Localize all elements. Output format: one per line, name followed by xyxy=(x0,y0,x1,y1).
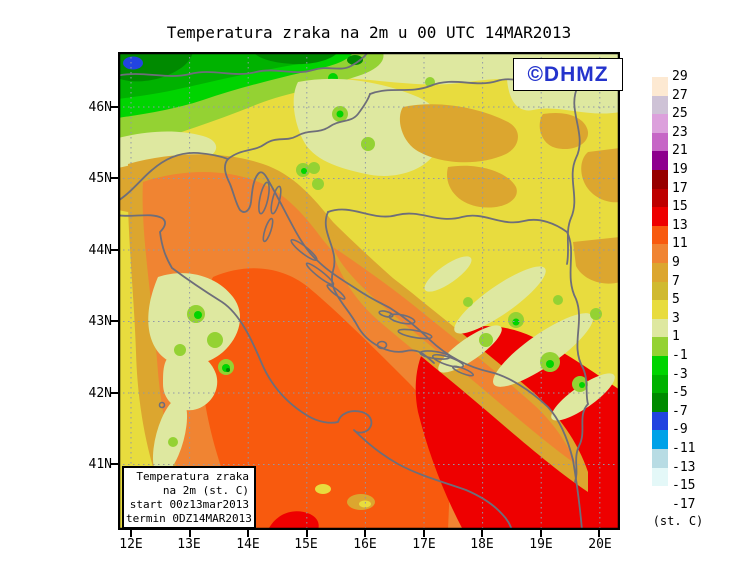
info-line-level: na 2m (st. C) xyxy=(162,484,249,497)
info-line-termin: termin 0DZ14MAR2013 xyxy=(126,512,252,525)
page-title: Temperatura zraka na 2m u 00 UTC 14MAR20… xyxy=(166,23,572,42)
colorbar-tick-label: -5 xyxy=(672,385,688,401)
lon-label-18e: 18E xyxy=(470,537,494,552)
colorbar-box xyxy=(652,225,668,245)
lat-tick xyxy=(111,320,118,322)
lon-tick xyxy=(598,530,600,537)
map-frame xyxy=(118,52,620,530)
colorbar-tick-label: 27 xyxy=(672,87,688,103)
coastlines-and-borders xyxy=(118,52,620,530)
colorbar-box xyxy=(652,188,668,208)
colorbar-tick-label: 11 xyxy=(672,236,688,252)
lon-label-15e: 15E xyxy=(294,537,318,552)
colorbar-tick-label: 23 xyxy=(672,124,688,140)
lon-label-12e: 12E xyxy=(119,537,143,552)
lat-label-43n: 43N xyxy=(88,314,112,329)
colorbar-tick-label: 21 xyxy=(672,143,688,159)
colorbar-box xyxy=(652,337,668,357)
colorbar-box xyxy=(652,263,668,282)
lat-tick xyxy=(111,392,118,394)
colorbar: 29 27 25 23 21 19 17 15 13 11 9 7 5 3 1 -1 -3 -5 -7 -9 -11 -1… xyxy=(652,69,712,517)
graticule-gridlines xyxy=(118,52,620,530)
colorbar-unit-label: (st. C) xyxy=(652,514,704,528)
colorbar-tick-label: 9 xyxy=(672,255,680,270)
colorbar-tick-label: 5 xyxy=(672,292,680,308)
colorbar-tick-label: 13 xyxy=(672,217,688,233)
lat-label-46n: 46N xyxy=(88,100,112,115)
lon-tick xyxy=(540,530,542,537)
colorbar-box xyxy=(652,281,668,301)
temperature-fill xyxy=(118,52,620,530)
colorbar-tick-label: -11 xyxy=(672,441,696,456)
islands xyxy=(158,181,475,409)
lat-label-44n: 44N xyxy=(88,243,112,258)
colorbar-box xyxy=(652,393,668,412)
lon-label-20e: 20E xyxy=(588,537,612,552)
colorbar-tick-label: -1 xyxy=(672,348,688,363)
lat-tick xyxy=(111,177,118,179)
colorbar-tick-label: 7 xyxy=(672,273,680,289)
colorbar-tick-label: 17 xyxy=(672,180,688,196)
dhmz-badge: ©DHMZ xyxy=(513,58,623,91)
colorbar-box xyxy=(652,244,668,264)
colorbar-tick-label: 25 xyxy=(672,106,688,122)
lon-tick xyxy=(364,530,366,537)
colorbar-box xyxy=(652,300,668,319)
colorbar-box xyxy=(652,430,668,450)
colorbar-tick-label: -17 xyxy=(672,496,696,512)
colorbar-box xyxy=(652,207,668,226)
colorbar-tick-label: -7 xyxy=(672,403,688,419)
lat-label-45n: 45N xyxy=(88,171,112,186)
colorbar-tick-label: 3 xyxy=(672,310,680,326)
lat-tick xyxy=(111,463,118,465)
lon-tick xyxy=(130,530,132,537)
colorbar-box xyxy=(652,132,668,152)
colorbar-tick-label: 15 xyxy=(672,199,688,215)
lon-tick xyxy=(247,530,249,537)
lat-tick xyxy=(111,106,118,108)
lat-label-41n: 41N xyxy=(88,457,112,472)
colorbar-box xyxy=(652,77,668,96)
lon-label-19e: 19E xyxy=(529,537,553,552)
colorbar-tick-label: -13 xyxy=(672,459,696,475)
lon-label-17e: 17E xyxy=(412,537,436,552)
map-area xyxy=(118,52,620,530)
lat-tick xyxy=(111,249,118,251)
colorbar-box xyxy=(652,318,668,338)
colorbar-box xyxy=(652,486,668,505)
forecast-info-box: Temperatura zraka na 2m (st. C) start 00… xyxy=(122,466,256,529)
colorbar-box xyxy=(652,467,668,487)
lon-tick xyxy=(423,530,425,537)
lon-label-14e: 14E xyxy=(236,537,260,552)
lon-tick xyxy=(306,530,308,537)
colorbar-box xyxy=(652,374,668,394)
lon-tick xyxy=(189,530,191,537)
colorbar-box xyxy=(652,114,668,133)
info-line-variable: Temperatura zraka xyxy=(136,470,249,483)
colorbar-tick-label: 29 xyxy=(672,69,688,84)
lat-label-42n: 42N xyxy=(88,386,112,401)
colorbar-box xyxy=(652,151,668,171)
lon-tick xyxy=(481,530,483,537)
map-canvas xyxy=(118,52,620,530)
colorbar-box xyxy=(652,356,668,375)
colorbar-box xyxy=(652,411,668,431)
colorbar-tick-label: -15 xyxy=(672,478,696,494)
colorbar-box xyxy=(652,95,668,115)
colorbar-box xyxy=(652,170,668,189)
colorbar-tick-label: 1 xyxy=(672,329,680,345)
colorbar-box xyxy=(652,449,668,468)
colorbar-tick-label: -3 xyxy=(672,366,688,382)
lon-label-13e: 13E xyxy=(177,537,201,552)
colorbar-tick-label: 19 xyxy=(672,162,688,177)
lon-label-16e: 16E xyxy=(353,537,377,552)
colorbar-tick-label: -9 xyxy=(672,422,688,438)
dhmz-watermark: ©DHMZ xyxy=(527,62,609,86)
info-line-start: start 00z13mar2013 xyxy=(129,498,249,511)
